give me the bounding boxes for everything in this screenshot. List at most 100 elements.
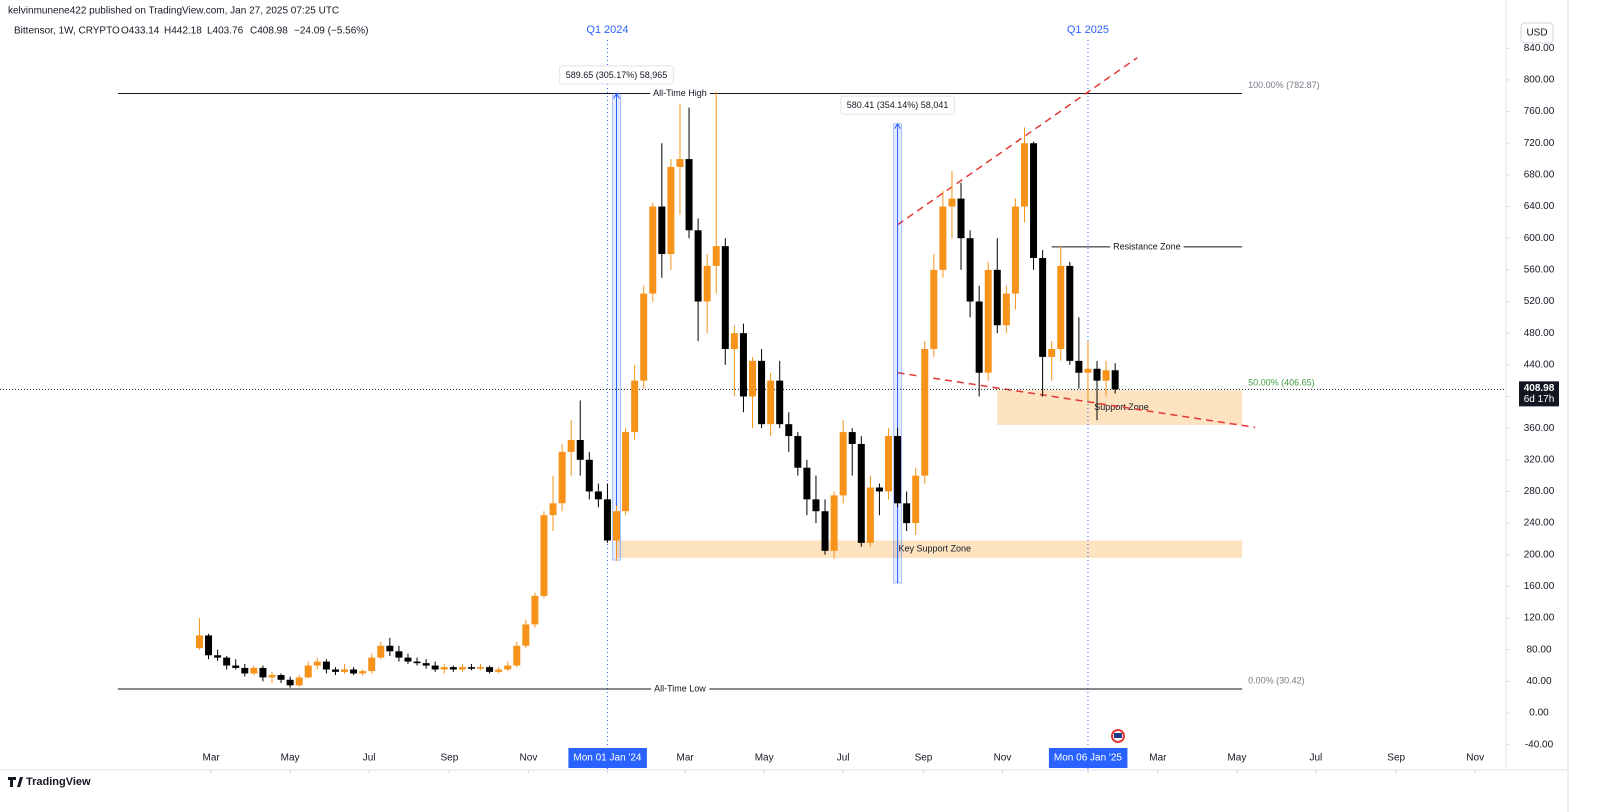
y-tick-label: 440.00 [1524,359,1555,370]
level-label: All-Time High [653,88,707,98]
candle-body [486,667,494,672]
candle-body [966,238,974,302]
symbol-change: −24.09 (−5.56%) [294,26,369,37]
fib-label: 100.00% (782.87) [1248,80,1320,90]
candle-body [1002,293,1010,326]
candle-body [921,348,929,476]
fib-label: 50.00% (406.65) [1248,378,1315,388]
candle-body [1084,368,1092,373]
range-label-box [840,95,955,115]
plot: Support Zone Key Support Zone Q1 2024 Q1 20… [0,24,1505,770]
candle-body [730,333,738,349]
x-tick-label: Sep [441,753,459,764]
candle-body [603,499,611,541]
fib-label: 0.00% (30.42) [1248,675,1305,685]
y-tick-label: -40.00 [1525,739,1554,750]
label-background [651,682,710,695]
y-tick-label: 680.00 [1524,170,1555,181]
quarter-label: Q1 2025 [1067,24,1109,36]
last-price-label: 408.98 [1524,383,1555,394]
y-tick-label: 520.00 [1524,296,1555,307]
candle-body [848,432,856,444]
x-tick-label: Mon 06 Jan '25 [1054,753,1123,764]
zone-label: Support Zone [1094,402,1149,412]
candle-body [912,475,920,524]
trendline [897,371,1256,429]
candle-body [903,503,911,524]
currency-button[interactable] [1520,22,1554,44]
label-background [650,86,710,99]
candle-body [658,206,666,255]
zone [997,390,1243,425]
last-price-box [1519,381,1559,407]
label-background [1110,240,1184,253]
candle-body [1039,257,1047,357]
candle-body [295,677,303,686]
candle-body [875,487,883,492]
candle-body [594,491,602,500]
candle-body [767,380,775,425]
x-tick-highlight [1048,748,1128,768]
candle-body [1057,265,1065,349]
x-tick-label: May [755,753,774,764]
candle-body [667,166,675,255]
publisher: kelvinmunene422 published on TradingView… [8,6,339,17]
candle-body [395,651,403,658]
y-tick-label: 160.00 [1524,581,1555,592]
candle-body [685,159,693,231]
y-tick-label: 800.00 [1524,75,1555,86]
y-tick-label: 760.00 [1524,106,1555,117]
candle-body [422,663,430,666]
candle-body [404,657,412,662]
candle-body [857,443,865,543]
candle-body [413,661,421,664]
currency[interactable]: USD [1526,28,1547,39]
candle-body [241,667,249,674]
candle-body [477,667,485,669]
x-tick-label: May [1227,753,1246,764]
candle-body [458,667,466,670]
x-tick-label: Mar [677,753,695,764]
candle-body [386,645,394,652]
symbol-close: C408.98 [250,26,288,37]
candle-body [794,436,802,468]
candle-body [1048,348,1056,357]
y-tick-label: 720.00 [1524,138,1555,149]
y-tick-label: 480.00 [1524,328,1555,339]
candle-body [304,665,312,678]
brand: TradingView [26,776,91,788]
candle-body [749,360,756,397]
candle-body [495,669,503,672]
candle-body [286,679,294,686]
candle-body [504,665,512,670]
quarter-label: Q1 2024 [586,24,628,36]
range-arrow-head [894,122,901,130]
candle-body [1093,368,1101,381]
y-tick-label: 640.00 [1524,201,1555,212]
candle-body [1111,370,1119,390]
trendline [897,57,1138,226]
y-tick-label: 280.00 [1524,486,1555,497]
candle-body [449,667,457,670]
candle-body [1011,206,1019,294]
y-tick-label: 360.00 [1524,423,1555,434]
candle-body [866,487,874,543]
y-tick-label: 320.00 [1524,454,1555,465]
candle-body [549,503,557,516]
candle-body [812,499,820,512]
candle-body [803,467,811,500]
candle-body [377,645,385,658]
countdown: 6d 17h [1524,394,1555,405]
candle-body [721,246,729,349]
symbol-high: H442.18 [164,26,202,37]
symbol-low: L403.76 [207,26,244,37]
level-label: All-Time Low [654,683,706,693]
candle-body [567,440,575,452]
candle-body [894,436,902,504]
range-label: 589.65 (305.17%) 58,965 [566,70,668,80]
candle-body [195,635,203,649]
candle-body [341,669,349,672]
candle-body [223,657,231,666]
candle-body [531,595,539,625]
